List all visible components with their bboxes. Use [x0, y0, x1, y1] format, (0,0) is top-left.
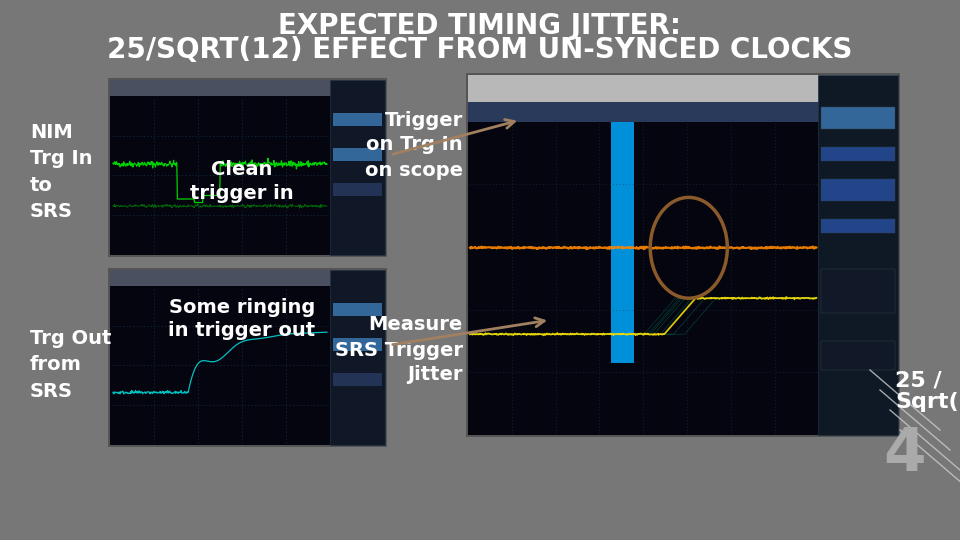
Bar [822, 269, 895, 313]
Bar [333, 303, 382, 315]
Bar [333, 148, 382, 160]
Bar [110, 80, 385, 96]
Bar [330, 80, 385, 255]
Text: Clean
trigger in: Clean trigger in [190, 160, 294, 202]
Bar [330, 270, 385, 445]
Bar [110, 270, 385, 445]
Text: 25/SQRT(12) EFFECT FROM UN-SYNCED CLOCKS: 25/SQRT(12) EFFECT FROM UN-SYNCED CLOCKS [108, 36, 852, 64]
Bar [333, 183, 382, 195]
Bar [819, 75, 898, 435]
Bar [611, 122, 634, 363]
Bar [822, 341, 895, 370]
Bar [468, 75, 898, 102]
Text: Measure
SRS Trigger
Jitter: Measure SRS Trigger Jitter [335, 315, 463, 384]
Text: 4: 4 [884, 425, 926, 484]
Bar [822, 179, 895, 201]
Text: EXPECTED TIMING JITTER:: EXPECTED TIMING JITTER: [278, 12, 682, 40]
Bar [108, 268, 387, 447]
Text: 25 /: 25 / [895, 370, 942, 390]
Bar [110, 80, 385, 255]
Bar [110, 270, 385, 286]
Text: NIM
Trg In
to
SRS: NIM Trg In to SRS [30, 123, 92, 221]
Bar [333, 373, 382, 386]
Bar [466, 73, 900, 437]
Text: Trigger
on Trg In
on scope: Trigger on Trg In on scope [365, 111, 463, 179]
Text: Some ringing
in trigger out: Some ringing in trigger out [168, 298, 316, 340]
Bar [333, 113, 382, 125]
Text: Trg Out
from
SRS: Trg Out from SRS [30, 329, 111, 401]
Bar [108, 78, 387, 257]
Bar [822, 219, 895, 233]
Bar [333, 338, 382, 350]
Text: Sqrt(12): Sqrt(12) [895, 392, 960, 412]
Bar [822, 147, 895, 161]
Bar [468, 75, 898, 435]
Bar [468, 102, 898, 122]
Bar [822, 107, 895, 129]
